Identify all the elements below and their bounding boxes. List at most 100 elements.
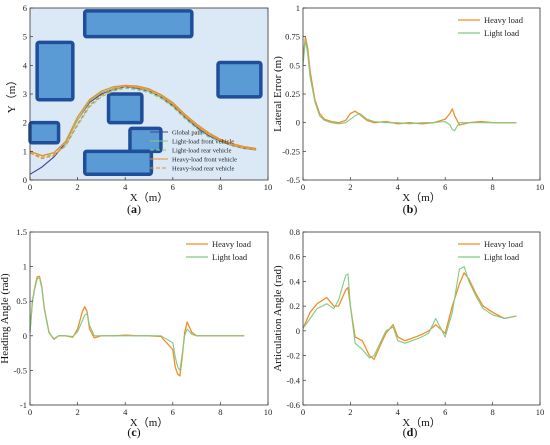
x-axis-label: X（m） [402,416,441,429]
y-tick-label: 0.5 [16,296,27,306]
x-tick-label: 2 [348,407,352,417]
panel-b: 0 2 4 6 8 10 -0.5 -0.25 0 0.25 0.5 0.75 1 X（m） Lateral… [272,3,544,216]
x-tick-label: 6 [171,182,175,192]
panel-d: 0 2 4 6 8 10 -0.6 -0.4 -0.2 0 0.2 0.4 0.6 0.8 X（m） Arti… [272,227,544,439]
y-tick-label: 4 [23,60,28,70]
y-tick-label: 5 [23,32,27,42]
y-axis-label: Y（m） [5,75,18,114]
legend: Heavy load Light load [186,239,252,262]
x-tick-label: 10 [264,182,273,192]
x-tick-label: 2 [75,407,79,417]
x-tick-label: 10 [536,182,545,192]
panel-caption: (c) [127,425,140,439]
panel-caption: (b) [403,202,418,216]
legend-label: Light load [212,252,248,262]
x-axis-label: X（m） [402,191,441,204]
y-tick-label: 0.5 [289,60,300,70]
obstacle-1 [82,9,194,39]
x-tick-label: 0 [28,407,32,417]
legend-label: Heavy-load front vehicle [172,157,237,164]
legend: Global path Light-load front vehicle Light… [150,130,237,173]
series-line-a-3 [29,84,257,157]
y-tick-label: -0.5 [287,175,300,185]
y-tick-label: -0.4 [287,375,301,385]
plot-area [30,232,268,405]
y-tick-label: 0.25 [285,89,300,99]
series-line-b-1 [302,39,517,132]
x-tick-label: 6 [171,407,175,417]
x-tick-label: 2 [75,182,79,192]
x-tick-label: 6 [443,407,447,417]
x-tick-label: 2 [348,182,352,192]
y-tick-label: 1 [23,146,27,156]
y-tick-label: -0.5 [14,365,27,375]
legend-label: Global path [172,130,203,137]
y-tick-label: -0.6 [287,400,300,410]
x-tick-label: 6 [443,182,447,192]
x-tick-label: 4 [396,182,401,192]
legend-label: Light-load front vehicle [172,139,234,146]
x-tick-label: 0 [301,407,305,417]
series-line-a-4 [29,86,257,160]
legend-label: Heavy-load rear vehicle [172,166,235,173]
x-tick-label: 8 [490,407,494,417]
obstacle-5 [28,120,61,145]
axes-frame [29,231,269,406]
x-tick-label: 8 [218,407,222,417]
x-tick-label: 4 [123,182,128,192]
panel-caption: (a) [127,202,141,216]
y-tick-label: 1 [296,3,300,13]
legend-label: Light load [484,252,520,262]
y-tick-label: -0.2 [287,351,300,361]
y-tick-label: 0 [23,331,27,341]
x-tick-label: 10 [264,407,273,417]
y-tick-label: 6 [23,3,27,13]
y-tick-label: 0 [296,326,300,336]
x-tick-label: 10 [536,407,545,417]
legend: Heavy load Light load [458,15,524,38]
y-tick-label: 0.8 [289,227,300,237]
panel-caption: (d) [403,425,418,439]
series-line-b-0 [302,36,517,126]
y-tick-label: 3 [23,89,27,99]
x-tick-label: 0 [28,182,32,192]
axes-frame [302,231,541,406]
x-axis-label: X（m） [130,416,169,429]
x-tick-label: 4 [396,407,401,417]
x-axis-label: X（m） [130,191,169,204]
legend-label: Light load [484,28,520,38]
x-tick-label: 4 [123,407,128,417]
y-tick-label: -1 [20,400,27,410]
y-tick-label: 1 [23,262,27,272]
x-tick-label: 0 [301,182,305,192]
y-tick-label: 0.75 [285,32,300,42]
plot-area [303,232,540,405]
plot-area [303,8,540,180]
y-tick-label: -0.25 [282,146,300,156]
y-axis-label: Heading Angle (rad) [0,273,11,364]
y-tick-label: 0.2 [289,301,300,311]
x-tick-label: 8 [218,182,222,192]
obstacle-4 [106,92,144,125]
obstacle-7 [82,149,154,177]
obstacle-2 [35,40,75,102]
legend-label: Heavy load [212,239,252,249]
y-tick-label: 1.5 [16,227,27,237]
y-tick-label: 0.4 [289,276,300,286]
y-tick-label: 0 [296,118,300,128]
panel-c: 0 2 4 6 8 10 -1 -0.5 0 0.5 1 1.5 X（m） Heading Angle (… [0,227,272,439]
series-line-c-1 [29,277,245,371]
y-tick-label: 2 [23,118,27,128]
series-line-d-1 [302,266,517,359]
legend-label: Heavy load [484,239,524,249]
x-tick-label: 8 [490,182,494,192]
legend-label: Heavy load [484,15,524,25]
obstacle-3 [216,60,263,99]
y-tick-label: 0.6 [289,252,300,262]
legend-label: Light-load rear vehicle [172,148,232,155]
y-tick-label: 0 [23,175,27,185]
y-axis-label: Articulation Angle (rad) [272,265,284,372]
legend: Heavy load Light load [458,239,524,262]
